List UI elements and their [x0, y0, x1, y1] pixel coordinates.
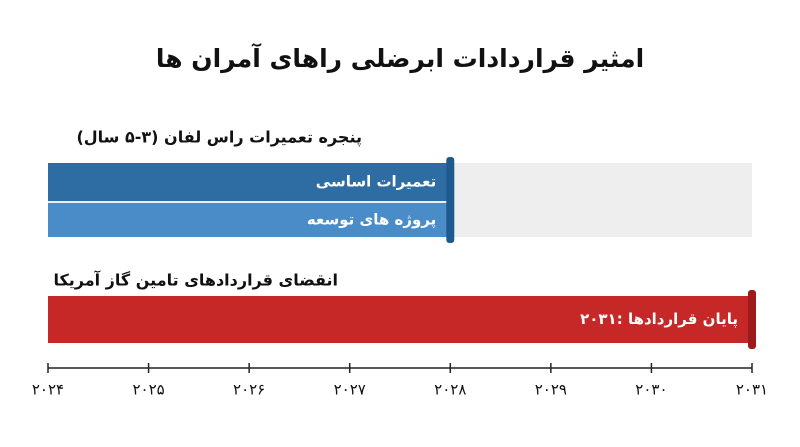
x-tick-label: ۲۰۲۴	[32, 381, 64, 399]
x-tick-label: ۲۰۳۰	[635, 381, 667, 399]
section-title: پنجره تعمیرات راس لفان (۳-۵ سال)	[76, 128, 362, 148]
x-tick-label: ۲۰۲۵	[132, 381, 164, 399]
x-tick-label: ۲۰۲۸	[434, 381, 466, 399]
end-marker	[748, 290, 756, 349]
section-title: انقضای قراردادهای تامین گاز آمریکا	[53, 270, 338, 290]
x-tick-label: ۲۰۳۱	[736, 381, 768, 399]
x-tick-label: ۲۰۲۷	[334, 381, 366, 399]
chart-title: امثیر قراردادات ابرضلی راهای آمران ها	[156, 43, 644, 74]
x-tick-label: ۲۰۲۹	[535, 381, 567, 399]
bar-label: ۲۰۳۱: پایان قراردادها	[580, 310, 738, 329]
bar	[48, 296, 752, 343]
end-marker	[446, 157, 455, 243]
x-tick-label: ۲۰۲۶	[233, 381, 265, 399]
bar-label: پروژه های توسعه	[307, 211, 436, 230]
bar	[48, 203, 451, 237]
bar	[48, 163, 451, 201]
bar-label: تعمیرات اساسی	[316, 173, 437, 191]
